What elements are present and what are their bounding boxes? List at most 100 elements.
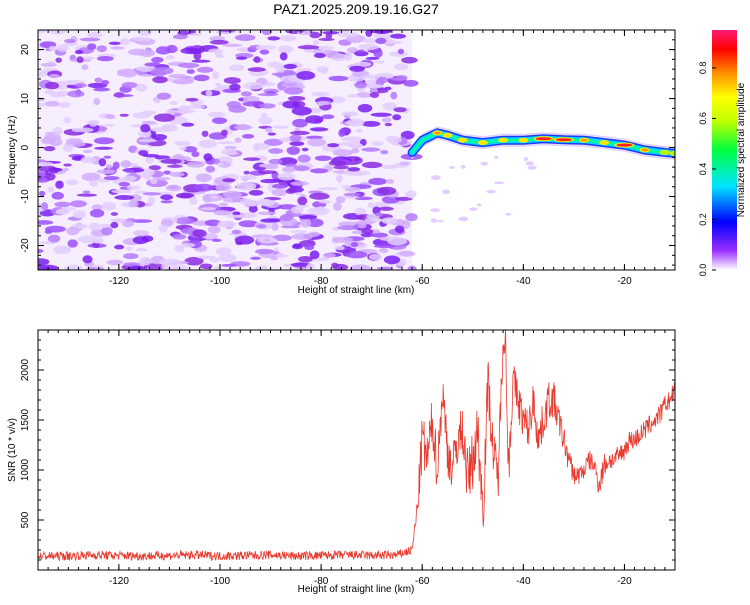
noise-blob (283, 263, 293, 267)
noise-blob (38, 190, 46, 197)
noise-blob (65, 138, 83, 145)
noise-blob (89, 179, 98, 187)
noise-blob (150, 127, 172, 133)
noise-blob (185, 97, 199, 102)
noise-blob (38, 220, 54, 225)
noise-blob (122, 253, 139, 260)
noise-blob (361, 147, 381, 152)
noise-blob (214, 49, 223, 56)
noise-blob (183, 146, 198, 153)
noise-blob (38, 30, 46, 34)
noise-blob (340, 136, 363, 142)
noise-blob (255, 248, 275, 255)
noise-blob (223, 77, 241, 84)
snr-xlabel: Height of straight line (km) (298, 584, 415, 595)
noise-blob (226, 214, 247, 218)
noise-blob (144, 62, 162, 67)
noise-blob (104, 114, 116, 120)
noise-blob (93, 97, 101, 106)
noise-blob (103, 176, 120, 181)
noise-blob (145, 156, 155, 164)
noise-blob (260, 218, 281, 223)
noise-blob (281, 81, 304, 88)
noise-blob (365, 30, 373, 38)
noise-blob (89, 208, 105, 218)
noise-blob (40, 137, 55, 144)
noise-blob (349, 65, 365, 72)
noise-blob (160, 200, 173, 204)
x-tick-label: -20 (617, 276, 632, 287)
noise-blob (192, 229, 207, 238)
noise-blob (322, 31, 340, 35)
noise-blob (281, 166, 296, 173)
noise-blob (216, 141, 236, 145)
noise-blob (45, 172, 56, 181)
ridge-core (410, 131, 675, 155)
noise-blob (48, 73, 60, 79)
noise-blob (334, 245, 345, 251)
noise-blob (331, 236, 354, 243)
ridge-peak (641, 148, 649, 152)
noise-blob (333, 201, 342, 211)
noise-blob (370, 112, 392, 117)
noise-blob (155, 46, 171, 55)
noise-blob (76, 56, 84, 63)
y-tick-label: 1500 (20, 408, 31, 431)
noise-blob (318, 37, 335, 42)
noise-blob (328, 160, 347, 166)
noise-blob (316, 187, 339, 191)
noise-blob (106, 259, 124, 266)
noise-blob (52, 126, 63, 136)
noise-blob (248, 205, 258, 213)
noise-blob (442, 189, 450, 195)
noise-blob (167, 164, 183, 168)
noise-blob (283, 87, 304, 95)
noise-blob (184, 105, 206, 109)
noise-blob (430, 218, 438, 223)
noise-blob (301, 147, 309, 152)
y-tick-label: 0 (20, 144, 31, 150)
noise-blob (211, 117, 228, 124)
noise-blob (270, 255, 279, 261)
noise-blob (74, 50, 84, 55)
noise-blob (296, 31, 312, 35)
x-tick-label: -60 (415, 276, 430, 287)
noise-blob (222, 43, 243, 47)
noise-blob (224, 157, 233, 163)
colorbar-tick-label: 0.2 (698, 213, 708, 226)
noise-blob (98, 126, 108, 131)
noise-blob (316, 206, 325, 213)
noise-blob (121, 175, 137, 182)
y-tick-label: 500 (20, 511, 31, 528)
noise-blob (189, 32, 203, 36)
noise-blob (395, 75, 408, 81)
noise-blob (87, 43, 97, 50)
noise-blob (163, 170, 171, 175)
noise-blob (77, 235, 97, 244)
ridge-peak (671, 151, 675, 155)
noise-blob (353, 50, 369, 57)
noise-blob (211, 238, 222, 242)
spectrogram-content (38, 30, 675, 270)
noise-blob (296, 71, 316, 80)
noise-blob (358, 43, 379, 51)
noise-blob (181, 242, 196, 248)
noise-blob (235, 182, 257, 191)
noise-blob (312, 40, 320, 46)
x-tick-label: -100 (210, 276, 230, 287)
noise-blob (212, 71, 220, 80)
noise-blob (147, 196, 156, 205)
noise-blob (305, 115, 324, 124)
noise-blob (55, 57, 62, 63)
noise-blob (398, 161, 411, 166)
noise-blob (52, 245, 72, 255)
noise-blob (141, 120, 156, 125)
noise-blob (48, 45, 58, 51)
noise-blob (214, 82, 222, 87)
noise-blob (287, 96, 306, 101)
noise-blob (141, 110, 157, 116)
noise-blob (47, 234, 61, 243)
noise-blob (494, 155, 499, 159)
noise-blob (213, 209, 231, 216)
